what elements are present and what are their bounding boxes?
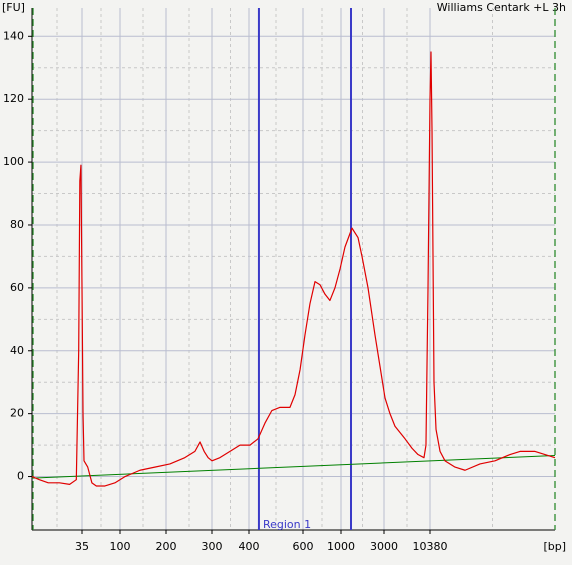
y-tick-label: 140: [3, 29, 24, 42]
x-axis-label: [bp]: [543, 540, 566, 553]
y-tick-label: 80: [10, 218, 24, 231]
x-tick-label: 100: [110, 540, 131, 553]
y-tick-label: 40: [10, 344, 24, 357]
x-tick-label: 35: [75, 540, 89, 553]
y-tick-label: 60: [10, 281, 24, 294]
y-tick-label: 0: [17, 470, 24, 483]
x-tick-label: 10380: [413, 540, 448, 553]
x-tick-label: 600: [293, 540, 314, 553]
x-tick-label: 1000: [327, 540, 355, 553]
trace: [31, 51, 556, 487]
baseline: [31, 454, 556, 479]
chart-title: Williams Centark +L 3h: [437, 1, 566, 14]
x-tick-label: 400: [239, 540, 260, 553]
y-tick-label: 20: [10, 407, 24, 420]
y-axis-label: [FU]: [2, 1, 25, 14]
x-tick-label: 200: [156, 540, 177, 553]
x-tick-label: 300: [202, 540, 223, 553]
x-tick-label: 3000: [370, 540, 398, 553]
region-label: Region 1: [263, 518, 311, 531]
y-tick-label: 100: [3, 155, 24, 168]
y-tick-label: 120: [3, 92, 24, 105]
